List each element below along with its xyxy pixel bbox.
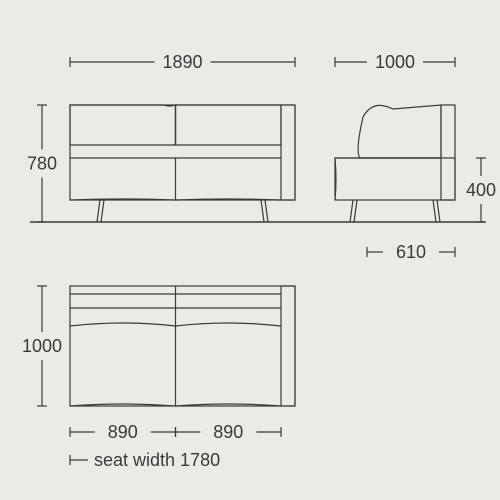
dim-overall-height: 780 [27, 154, 57, 174]
dim-cushion-2: 890 [213, 422, 243, 442]
sofa-dimension-diagram: 1890 1000 780 400 610 1000 890 890 seat width 17… [0, 0, 500, 500]
dim-seat-height: 400 [466, 180, 496, 200]
dim-depth: 610 [396, 242, 426, 262]
dim-top-depth: 1000 [22, 336, 62, 356]
dim-seat-width: seat width 1780 [94, 450, 220, 470]
dim-side-width: 1000 [375, 52, 415, 72]
dim-front-width: 1890 [162, 52, 202, 72]
dim-cushion-1: 890 [108, 422, 138, 442]
